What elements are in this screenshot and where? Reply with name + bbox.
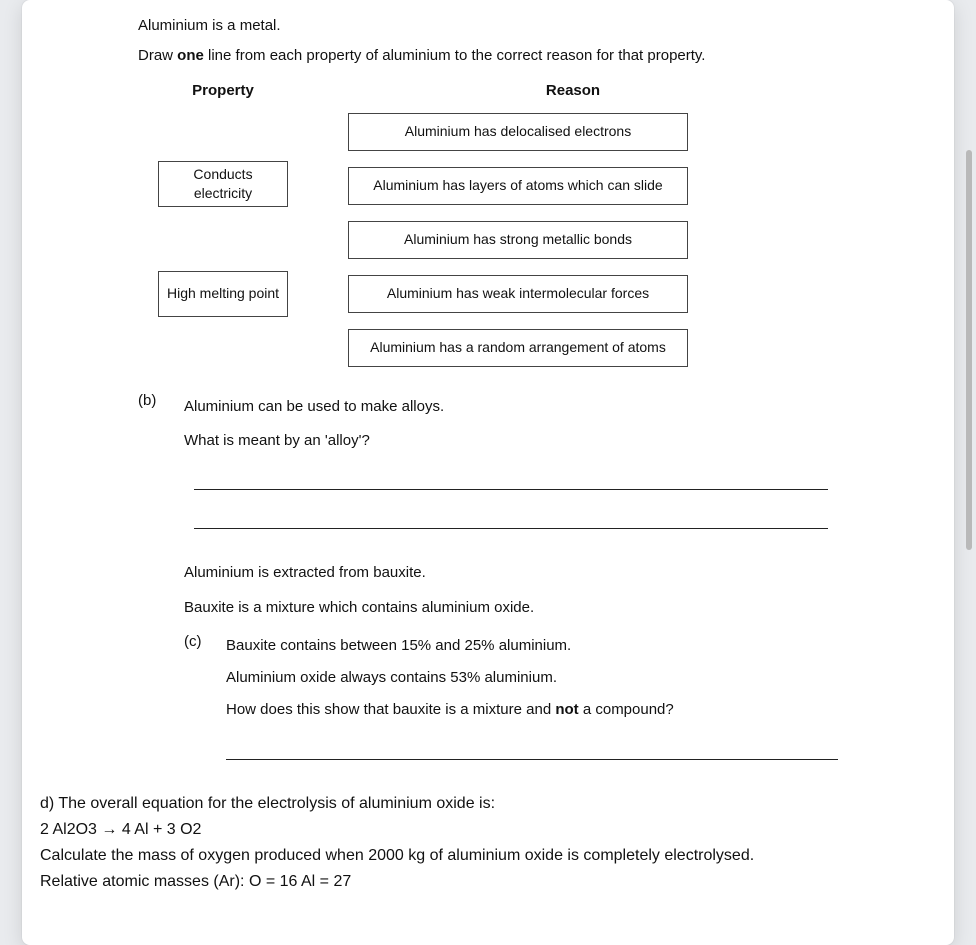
bauxite-line-2: Bauxite is a mixture which contains alum… xyxy=(184,598,838,618)
part-c-3-bold: not xyxy=(555,701,578,718)
intro-line-1: Aluminium is a metal. xyxy=(138,16,838,36)
intro-2a: Draw xyxy=(138,47,177,64)
spacer xyxy=(158,113,298,161)
reason-box: Aluminium has weak intermolecular forces xyxy=(348,275,688,313)
part-c-label: (c) xyxy=(184,632,212,760)
part-b-line-1: Aluminium can be used to make alloys. xyxy=(184,397,838,417)
header-property: Property xyxy=(138,81,308,101)
intro-2b: line from each property of aluminium to … xyxy=(204,47,706,64)
exam-content: Aluminium is a metal. Draw one line from… xyxy=(38,16,938,760)
part-b-line-2: What is meant by an 'alloy'? xyxy=(184,431,838,451)
document-page: Aluminium is a metal. Draw one line from… xyxy=(22,0,954,945)
answer-line[interactable] xyxy=(194,467,828,490)
part-b-label: (b) xyxy=(138,391,168,760)
part-c-line-2: Aluminium oxide always contains 53% alum… xyxy=(226,668,838,688)
part-d-line-4: Relative atomic masses (Ar): O = 16 Al =… xyxy=(40,870,936,894)
reason-column: Aluminium has delocalised electrons Alum… xyxy=(348,113,688,367)
column-headers: Property Reason xyxy=(138,81,838,101)
intro-2-bold: one xyxy=(177,47,204,64)
property-box-melting: High melting point xyxy=(158,271,288,317)
scrollbar-thumb[interactable] xyxy=(966,150,972,550)
matching-area: Conducts electricity High melting point … xyxy=(138,113,838,367)
answer-line[interactable] xyxy=(226,737,838,760)
part-c: (c) Bauxite contains between 15% and 25%… xyxy=(184,632,838,760)
part-c-body: Bauxite contains between 15% and 25% alu… xyxy=(226,632,838,760)
part-b-body: Aluminium can be used to make alloys. Wh… xyxy=(184,391,838,760)
part-d-line-1: d) The overall equation for the electrol… xyxy=(40,792,936,816)
part-b: (b) Aluminium can be used to make alloys… xyxy=(138,391,838,760)
part-c-3b: a compound? xyxy=(579,701,674,718)
intro-line-2: Draw one line from each property of alum… xyxy=(138,46,838,66)
reason-box: Aluminium has delocalised electrons xyxy=(348,113,688,151)
part-d-line-3: Calculate the mass of oxygen produced wh… xyxy=(40,844,936,868)
viewport: Aluminium is a metal. Draw one line from… xyxy=(0,0,976,945)
part-d: d) The overall equation for the electrol… xyxy=(38,792,938,894)
part-c-line-1: Bauxite contains between 15% and 25% alu… xyxy=(226,636,838,656)
reason-box: Aluminium has a random arrangement of at… xyxy=(348,329,688,367)
part-c-line-3: How does this show that bauxite is a mix… xyxy=(226,700,838,720)
part-d-line-2: 2 Al2O3 → 4 Al + 3 O2 xyxy=(40,818,936,842)
header-reason: Reason xyxy=(308,81,838,101)
spacer xyxy=(158,207,298,271)
answer-line[interactable] xyxy=(194,506,828,529)
reason-box: Aluminium has layers of atoms which can … xyxy=(348,167,688,205)
bauxite-line-1: Aluminium is extracted from bauxite. xyxy=(184,563,838,583)
reason-box: Aluminium has strong metallic bonds xyxy=(348,221,688,259)
property-column: Conducts electricity High melting point xyxy=(138,113,298,367)
property-box-conducts: Conducts electricity xyxy=(158,161,288,207)
part-c-3a: How does this show that bauxite is a mix… xyxy=(226,701,555,718)
